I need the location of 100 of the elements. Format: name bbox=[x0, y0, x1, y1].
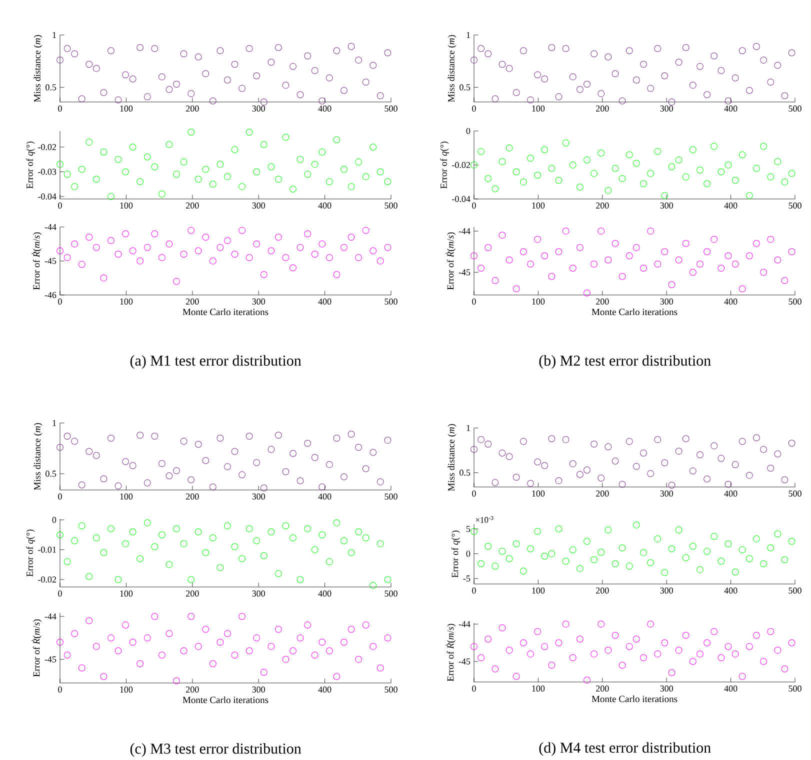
point bbox=[362, 173, 370, 180]
point bbox=[253, 634, 260, 642]
point bbox=[576, 470, 584, 478]
text: (c) M3 test error distribution bbox=[130, 743, 302, 757]
point bbox=[311, 454, 318, 461]
point bbox=[732, 74, 739, 82]
x-tick-label: 400 bbox=[724, 587, 738, 594]
point bbox=[562, 558, 570, 565]
point bbox=[555, 525, 562, 532]
point bbox=[710, 142, 718, 150]
point bbox=[268, 642, 275, 650]
y-tick-label: -0.03 bbox=[38, 168, 56, 175]
point bbox=[590, 650, 598, 658]
point bbox=[492, 277, 499, 284]
point bbox=[781, 556, 788, 564]
point bbox=[760, 268, 767, 276]
point bbox=[275, 176, 282, 183]
point bbox=[668, 163, 676, 170]
point bbox=[555, 248, 562, 256]
point bbox=[231, 448, 238, 455]
x-tick-label: 300 bbox=[252, 298, 266, 305]
point bbox=[209, 257, 216, 264]
point bbox=[704, 548, 710, 555]
point bbox=[188, 90, 195, 98]
point bbox=[260, 668, 268, 676]
x-tick-label: 300 bbox=[252, 686, 266, 693]
point bbox=[548, 550, 556, 558]
point bbox=[114, 250, 122, 258]
point bbox=[311, 652, 318, 658]
point bbox=[253, 459, 260, 466]
point bbox=[216, 434, 224, 442]
point bbox=[246, 647, 253, 654]
point bbox=[478, 436, 485, 444]
point bbox=[296, 634, 304, 642]
point bbox=[569, 460, 576, 468]
x-tick-label: 200 bbox=[596, 105, 609, 112]
x-tick-label: 200 bbox=[596, 298, 609, 305]
point bbox=[632, 462, 640, 470]
point bbox=[260, 271, 268, 278]
point bbox=[78, 522, 86, 530]
y-tick-label: -5 bbox=[463, 575, 470, 582]
point bbox=[534, 458, 542, 466]
point bbox=[108, 193, 114, 200]
point bbox=[478, 264, 485, 272]
point bbox=[129, 638, 136, 646]
point bbox=[767, 628, 774, 635]
point bbox=[326, 647, 333, 654]
point bbox=[732, 260, 739, 268]
point bbox=[370, 448, 377, 456]
point bbox=[268, 528, 275, 536]
point bbox=[640, 549, 647, 556]
point bbox=[56, 247, 64, 254]
point bbox=[682, 240, 690, 247]
point bbox=[470, 446, 478, 453]
y-axis-title: Error of Ṙ(m/s) bbox=[446, 232, 456, 290]
point bbox=[202, 166, 210, 173]
point bbox=[788, 170, 796, 177]
point bbox=[738, 438, 746, 445]
point bbox=[238, 555, 246, 562]
point bbox=[753, 535, 760, 542]
point bbox=[640, 654, 647, 662]
point bbox=[144, 244, 151, 251]
point bbox=[64, 652, 71, 658]
point bbox=[590, 556, 598, 564]
point bbox=[290, 450, 296, 457]
point bbox=[355, 158, 362, 166]
point bbox=[370, 642, 377, 650]
point bbox=[541, 146, 548, 154]
point bbox=[129, 528, 136, 536]
point bbox=[86, 617, 93, 624]
point bbox=[333, 434, 340, 442]
point bbox=[158, 73, 166, 80]
point bbox=[268, 163, 275, 170]
point bbox=[56, 638, 64, 646]
y-tick-label: -0.01 bbox=[38, 546, 56, 553]
text: (d) M4 test error distribution bbox=[539, 742, 711, 756]
point bbox=[569, 546, 576, 554]
x-tick-label: 400 bbox=[318, 590, 332, 597]
point bbox=[689, 82, 696, 89]
point bbox=[318, 638, 326, 646]
point bbox=[548, 44, 556, 51]
point bbox=[774, 530, 782, 538]
y-tick-label: -44 bbox=[44, 224, 56, 230]
point bbox=[576, 565, 584, 572]
x-tick-label: 500 bbox=[788, 105, 802, 112]
point bbox=[534, 236, 542, 243]
point bbox=[78, 664, 86, 672]
point bbox=[689, 542, 696, 550]
point bbox=[180, 647, 188, 654]
x-tick-label: 500 bbox=[384, 298, 398, 305]
point bbox=[100, 475, 108, 482]
y-tick-label: -45 bbox=[44, 258, 56, 264]
point bbox=[718, 168, 725, 176]
point bbox=[626, 151, 633, 158]
point bbox=[781, 277, 788, 284]
x-tick-label: 300 bbox=[660, 685, 674, 692]
y-tick-label: -0.02 bbox=[452, 162, 470, 168]
point bbox=[612, 70, 619, 78]
x-tick-label: 500 bbox=[384, 686, 398, 693]
x-tick-label: 500 bbox=[384, 590, 398, 597]
